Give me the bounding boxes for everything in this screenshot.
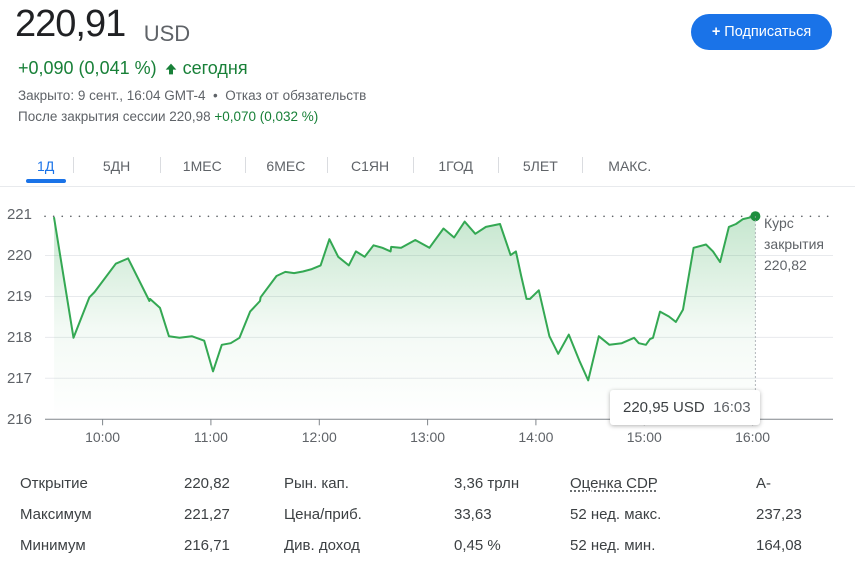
svg-text:13:00: 13:00 bbox=[410, 429, 445, 445]
svg-text:10:00: 10:00 bbox=[85, 429, 120, 445]
svg-text:11:00: 11:00 bbox=[194, 429, 228, 445]
svg-text:16:00: 16:00 bbox=[735, 429, 770, 445]
svg-text:221: 221 bbox=[7, 206, 32, 223]
svg-text:220: 220 bbox=[7, 247, 32, 264]
svg-text:12:00: 12:00 bbox=[302, 429, 337, 445]
svg-text:218: 218 bbox=[7, 329, 32, 346]
svg-text:15:00: 15:00 bbox=[627, 429, 662, 445]
svg-text:219: 219 bbox=[7, 288, 32, 305]
svg-text:14:00: 14:00 bbox=[518, 429, 553, 445]
svg-text:216: 216 bbox=[7, 411, 32, 428]
svg-text:217: 217 bbox=[7, 370, 32, 387]
